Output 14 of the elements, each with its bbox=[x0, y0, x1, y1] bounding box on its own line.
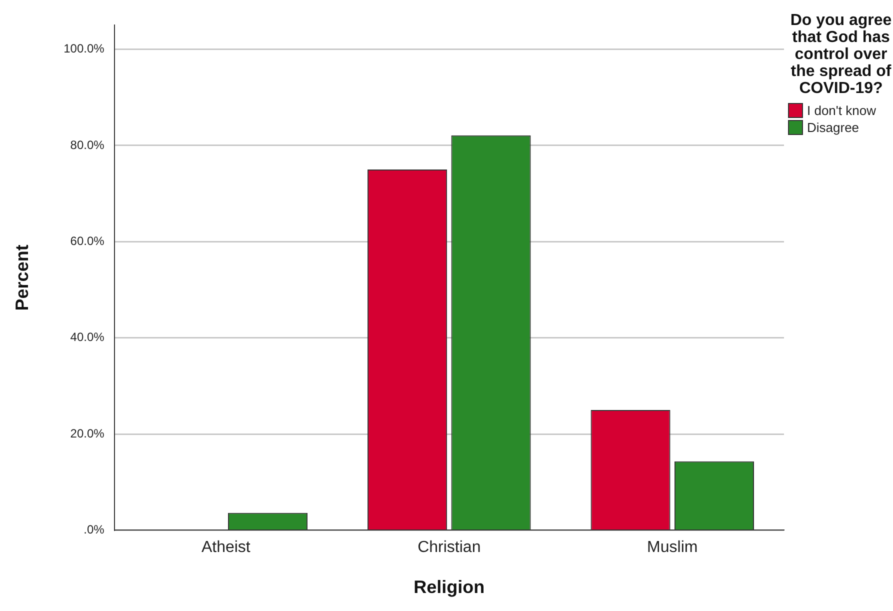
y-tick-label: 80.0% bbox=[70, 138, 105, 152]
y-tick-label: 100.0% bbox=[64, 42, 105, 56]
x-tick-label: Atheist bbox=[201, 539, 251, 556]
legend-title: Do you agree that God has control over the spread of COVID-19? bbox=[789, 12, 893, 97]
x-tick-label: Muslim bbox=[647, 539, 698, 556]
x-axis-title: Religion bbox=[414, 577, 485, 598]
legend-label: Disagree bbox=[807, 120, 860, 135]
y-tick-label: 60.0% bbox=[70, 234, 105, 248]
y-tick-label: 20.0% bbox=[70, 426, 105, 440]
legend-label: I don't know bbox=[807, 103, 876, 118]
y-tick-label: 40.0% bbox=[70, 330, 105, 344]
y-axis-title: Percent bbox=[12, 244, 32, 311]
x-tick-label: Christian bbox=[418, 539, 481, 556]
y-tick-label: .0% bbox=[84, 522, 105, 537]
